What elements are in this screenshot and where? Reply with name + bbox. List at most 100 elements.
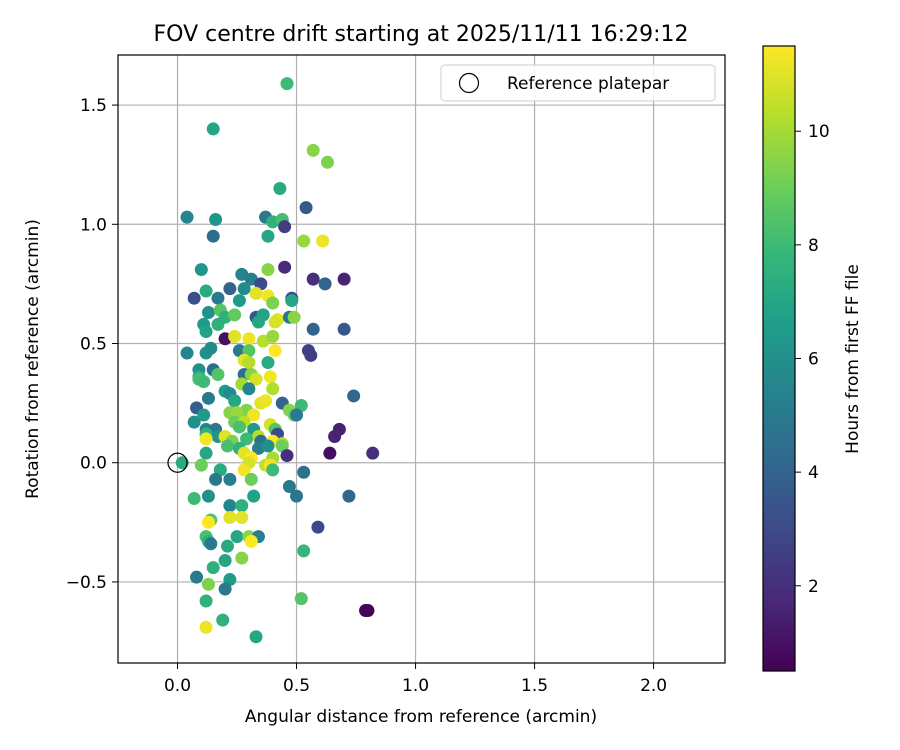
data-point xyxy=(228,394,242,408)
data-point xyxy=(266,382,280,396)
y-tick-label: 1.5 xyxy=(80,96,107,116)
colorbar-tick-label: 4 xyxy=(808,463,819,483)
data-point xyxy=(204,537,218,551)
x-axis-ticks: 0.0 0.5 1.0 1.5 2.0 xyxy=(164,663,667,696)
data-point xyxy=(199,594,213,608)
data-point xyxy=(318,277,332,291)
data-point xyxy=(261,229,275,243)
data-point xyxy=(206,229,220,243)
data-point xyxy=(249,372,263,386)
data-point xyxy=(287,310,301,324)
data-point xyxy=(268,344,282,358)
data-point xyxy=(194,458,208,472)
x-tick-label: 2.0 xyxy=(640,676,667,696)
x-tick-label: 0.5 xyxy=(283,676,310,696)
colorbar-tick-label: 10 xyxy=(808,122,830,142)
data-point xyxy=(235,511,249,525)
data-point xyxy=(306,272,320,286)
data-point xyxy=(366,446,380,460)
data-point xyxy=(323,446,337,460)
y-tick-label: 0.0 xyxy=(80,454,107,474)
data-point xyxy=(347,389,361,403)
x-tick-label: 1.0 xyxy=(402,676,429,696)
data-point xyxy=(218,553,232,567)
plot-frame xyxy=(117,54,726,664)
x-axis-label: Angular distance from reference (arcmin) xyxy=(245,707,597,727)
data-point xyxy=(201,577,215,591)
data-point xyxy=(180,210,194,224)
data-point xyxy=(278,220,292,234)
y-tick-label: −0.5 xyxy=(66,573,107,593)
data-point xyxy=(216,613,230,627)
data-point xyxy=(268,315,282,329)
y-tick-label: 1.0 xyxy=(80,215,107,235)
data-point xyxy=(290,408,304,422)
data-point xyxy=(199,620,213,634)
data-point xyxy=(247,489,261,503)
data-point xyxy=(261,356,275,370)
legend-label: Reference platepar xyxy=(507,74,669,94)
data-point xyxy=(201,489,215,503)
data-point xyxy=(209,213,223,227)
data-point xyxy=(273,182,287,196)
data-point xyxy=(266,329,280,343)
x-tick-label: 0.0 xyxy=(164,676,191,696)
reference-platepar-marker xyxy=(167,452,188,473)
data-point xyxy=(328,429,342,443)
data-point xyxy=(251,315,265,329)
data-point xyxy=(218,582,232,596)
data-point xyxy=(235,551,249,565)
legend-box xyxy=(440,64,716,102)
data-point xyxy=(232,420,246,434)
data-point xyxy=(175,456,189,470)
data-point xyxy=(211,367,225,381)
data-point xyxy=(249,286,263,300)
data-point xyxy=(297,234,311,248)
data-point xyxy=(223,472,237,486)
data-point xyxy=(228,329,242,343)
data-point xyxy=(299,201,313,215)
data-point xyxy=(337,272,351,286)
y-tick-label: 0.5 xyxy=(80,335,107,355)
colorbar-tick-label: 2 xyxy=(808,577,819,597)
data-point xyxy=(228,308,242,322)
data-point xyxy=(361,604,375,618)
data-point xyxy=(342,489,356,503)
colorbar-label: Hours from first FF file xyxy=(843,264,863,454)
data-point xyxy=(320,155,334,169)
data-point xyxy=(240,432,254,446)
data-point xyxy=(232,294,246,308)
data-point xyxy=(242,332,256,346)
data-point xyxy=(187,291,201,305)
colorbar-gradient xyxy=(762,45,796,672)
data-point xyxy=(209,472,223,486)
data-point xyxy=(244,534,258,548)
data-point xyxy=(230,530,244,544)
legend-marker-icon xyxy=(458,72,480,94)
data-point xyxy=(211,317,225,331)
data-point xyxy=(278,260,292,274)
data-points xyxy=(167,77,380,644)
data-point xyxy=(242,356,256,370)
data-point xyxy=(311,520,325,534)
data-point xyxy=(199,284,213,298)
data-point xyxy=(261,263,275,277)
chart-title: FOV centre drift starting at 2025/11/11 … xyxy=(154,22,689,47)
data-point xyxy=(197,375,211,389)
data-point xyxy=(261,439,275,453)
colorbar-tick-label: 6 xyxy=(808,350,819,370)
data-point xyxy=(187,491,201,505)
y-axis-ticks: −0.5 0.0 0.5 1.0 1.5 xyxy=(66,96,118,593)
data-point xyxy=(223,511,237,525)
data-point xyxy=(194,263,208,277)
data-point xyxy=(266,463,280,477)
data-point xyxy=(280,77,294,91)
data-point xyxy=(237,282,251,296)
data-point xyxy=(304,348,318,362)
y-axis-label: Rotation from reference (arcmin) xyxy=(23,219,43,499)
data-point xyxy=(223,499,237,513)
data-point xyxy=(316,234,330,248)
data-point xyxy=(297,465,311,479)
